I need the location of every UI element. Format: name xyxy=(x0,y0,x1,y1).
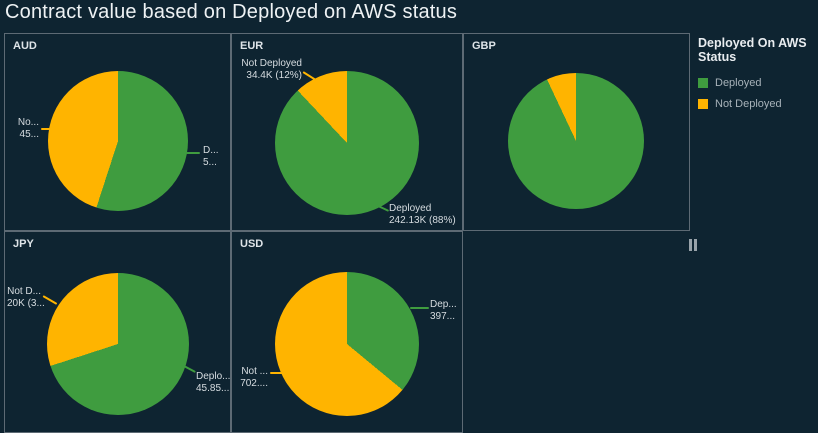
not-deployed-swatch-icon xyxy=(698,99,708,109)
page-title: Contract value based on Deployed on AWS … xyxy=(5,1,458,23)
pie-panel-jpy: JPY Not D... 20K (3... Deplo... 45.85... xyxy=(4,231,231,433)
callout-leader-line xyxy=(270,372,283,374)
callout-line: 45.85... xyxy=(196,383,230,394)
legend-label: Not Deployed xyxy=(715,98,782,110)
callout-leader-line xyxy=(186,152,200,154)
callout-jpy-deployed: Deplo... 45.85... xyxy=(196,371,230,395)
callout-leader-line xyxy=(410,307,429,309)
callout-aud-not-deployed: No... 45... xyxy=(9,117,39,141)
pie-chart-usd[interactable] xyxy=(275,272,419,416)
callout-line: 20K (3... xyxy=(7,298,45,309)
handle-bar xyxy=(694,239,697,251)
callout-line: Not D... xyxy=(7,286,41,297)
legend: Deployed On AWS Status Deployed Not Depl… xyxy=(698,36,816,119)
legend-label: Deployed xyxy=(715,77,762,89)
callout-line: Dep... xyxy=(430,299,457,310)
callout-line: Not Deployed xyxy=(241,58,302,69)
callout-leader-line xyxy=(41,128,50,130)
pie-panel-aud: AUD No... 45... D... 5... xyxy=(4,33,231,231)
callout-line: Not ... xyxy=(241,366,268,377)
pie-chart-eur[interactable] xyxy=(275,71,419,215)
callout-leader-line xyxy=(183,365,196,373)
legend-item-not-deployed[interactable]: Not Deployed xyxy=(698,98,816,110)
legend-title: Deployed On AWS Status xyxy=(698,36,807,64)
callout-line: Deployed xyxy=(389,203,432,214)
callout-line: No... xyxy=(17,117,39,128)
callout-aud-deployed: D... 5... xyxy=(203,145,229,169)
callout-line: 702.... xyxy=(240,378,268,389)
pie-panel-usd: USD Dep... 397... Not ... 702.... xyxy=(231,231,463,433)
legend-item-deployed[interactable]: Deployed xyxy=(698,77,816,89)
deployed-swatch-icon xyxy=(698,78,708,88)
callout-eur-deployed: Deployed 242.13K (88%) xyxy=(389,203,463,227)
panel-title-aud: AUD xyxy=(13,40,37,52)
callout-line: 242.13K (88%) xyxy=(389,215,456,226)
pie-chart-gbp[interactable] xyxy=(508,73,644,209)
panel-title-gbp: GBP xyxy=(472,40,496,52)
pie-chart-jpy[interactable] xyxy=(47,273,189,415)
callout-line: D... xyxy=(203,145,219,156)
callout-line: 34.4K (12%) xyxy=(246,70,302,81)
grid-scrollbar-handle-icon[interactable] xyxy=(688,238,698,252)
callout-eur-not-deployed: Not Deployed 34.4K (12%) xyxy=(236,58,302,82)
panel-title-jpy: JPY xyxy=(13,238,34,250)
callout-usd-deployed: Dep... 397... xyxy=(430,299,460,323)
callout-line: 397... xyxy=(430,311,456,322)
callout-line: Deplo... xyxy=(196,371,231,382)
callout-jpy-not-deployed: Not D... 20K (3... xyxy=(7,286,45,310)
pie-panel-gbp: GBP xyxy=(463,33,690,231)
panel-title-usd: USD xyxy=(240,238,264,250)
callout-line: 45... xyxy=(19,129,39,140)
panel-title-eur: EUR xyxy=(240,40,264,52)
pie-panel-eur: EUR Not Deployed 34.4K (12%) Deployed 24… xyxy=(231,33,463,231)
callout-line: 5... xyxy=(203,157,217,168)
callout-usd-not-deployed: Not ... 702.... xyxy=(235,366,268,390)
pie-chart-aud[interactable] xyxy=(48,71,188,211)
handle-bar xyxy=(689,239,692,251)
